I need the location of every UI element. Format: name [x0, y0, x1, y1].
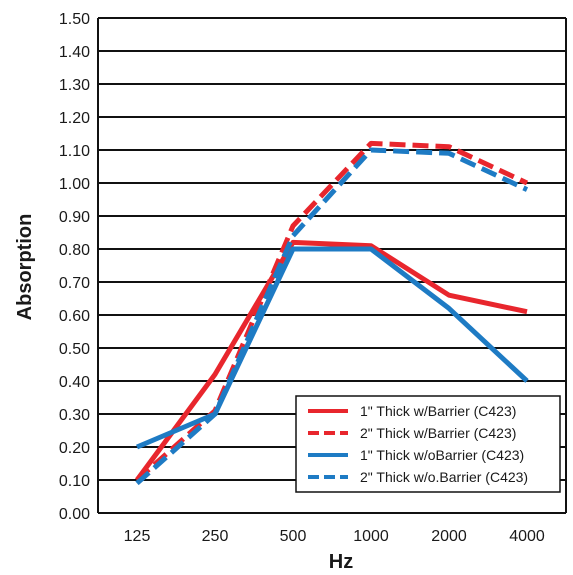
series-line-3	[136, 246, 529, 450]
gridlines	[98, 17, 566, 514]
series-line-1	[134, 239, 528, 482]
x-tick-label: 2000	[431, 528, 467, 545]
x-tick-label: 1000	[353, 528, 389, 545]
y-tick-label: 0.20	[59, 440, 90, 457]
legend-label: 2" Thick w/Barrier (C423)	[360, 425, 516, 441]
legend-label: 1" Thick w/Barrier (C423)	[360, 403, 516, 419]
y-tick-label: 1.50	[59, 11, 90, 28]
x-tick-label: 125	[124, 528, 151, 545]
x-tick-label: 500	[280, 528, 307, 545]
series-line-2	[135, 140, 529, 482]
y-tick-label: 0.60	[59, 308, 90, 325]
y-tick-label: 0.90	[59, 209, 90, 226]
y-tick-label: 1.30	[59, 77, 90, 94]
legend-label: 2" Thick w/o.Barrier (C423)	[360, 469, 528, 485]
x-tick-label: 250	[202, 528, 229, 545]
y-tick-label: 0.50	[59, 341, 90, 358]
series-line-4	[135, 147, 529, 486]
x-tick-labels: 125 250 500 1000 2000 4000	[124, 528, 545, 545]
series-lines	[134, 140, 529, 486]
x-axis-title: Hz	[329, 551, 353, 573]
y-tick-label: 0.80	[59, 242, 90, 259]
y-tick-label: 0.30	[59, 407, 90, 424]
y-tick-label: 1.20	[59, 110, 90, 127]
y-tick-label: 0.40	[59, 374, 90, 391]
plot-frame	[97, 18, 567, 513]
y-tick-label: 1.40	[59, 44, 90, 61]
y-axis-title: Absorption	[14, 214, 36, 321]
y-tick-label: 0.70	[59, 275, 90, 292]
legend-label: 1" Thick w/oBarrier (C423)	[360, 447, 524, 463]
y-tick-label: 1.10	[59, 143, 90, 160]
y-tick-label: 1.00	[59, 176, 90, 193]
x-tick-label: 4000	[509, 528, 545, 545]
y-tick-label: 0.00	[59, 506, 90, 523]
legend: 1" Thick w/Barrier (C423) 2" Thick w/Barr…	[295, 395, 561, 493]
y-tick-labels: 0.00 0.10 0.20 0.30 0.40 0.50 0.60 0.70 0.80 0.90…	[59, 11, 90, 523]
y-tick-label: 0.10	[59, 473, 90, 490]
